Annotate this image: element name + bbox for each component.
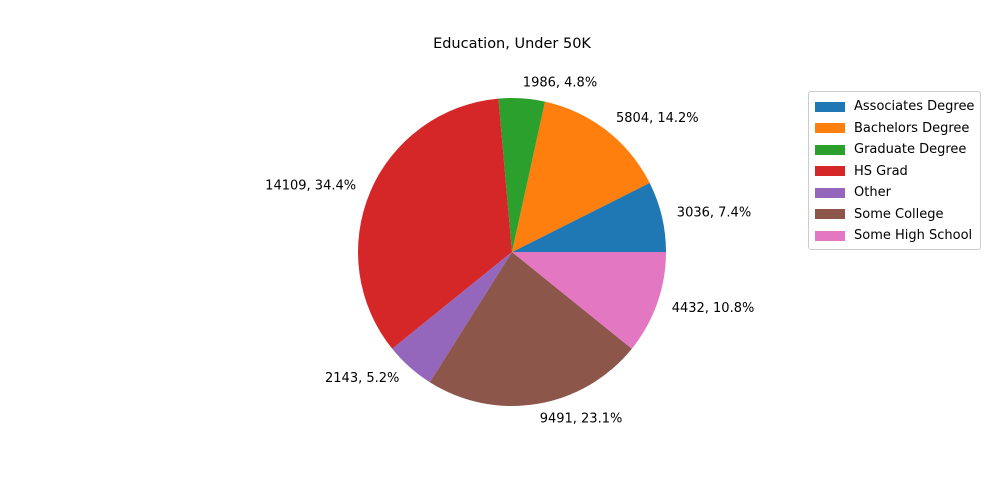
- pie-slice-other: [392, 252, 512, 383]
- legend-item: Some College: [815, 204, 974, 226]
- pie-slice-some-high-school: [512, 252, 666, 349]
- legend-label: Associates Degree: [854, 99, 975, 115]
- slice-label-hs-grad: 14109, 34.4%: [265, 178, 356, 193]
- legend-label: Some High School: [854, 228, 973, 244]
- legend-swatch: [815, 101, 845, 112]
- legend: Associates Degree Bachelors Degree Graduat…: [808, 91, 982, 250]
- slice-label-bachelors-degree: 5804, 14.2%: [616, 111, 699, 126]
- legend-swatch: [815, 187, 845, 198]
- legend-label: HS Grad: [854, 163, 908, 179]
- pie-slice-some-college: [429, 252, 632, 407]
- pie-slice-graduate-degree: [498, 98, 546, 252]
- slice-label-some-college: 9491, 23.1%: [540, 412, 623, 427]
- pie-slices: [358, 98, 666, 407]
- slice-labels: 3036, 7.4% 5804, 14.2% 1986, 4.8% 14109, 34…: [265, 75, 754, 426]
- chart-title: Education, Under 50K: [433, 36, 591, 52]
- legend-item: Associates Degree: [815, 96, 974, 118]
- legend-item: Other: [815, 182, 974, 204]
- slice-label-other: 2143, 5.2%: [325, 371, 399, 386]
- legend-swatch: [815, 209, 845, 220]
- legend-item: Some High School: [815, 225, 974, 247]
- legend-swatch: [815, 144, 845, 155]
- legend-swatch: [815, 166, 845, 177]
- legend-swatch: [815, 123, 845, 134]
- legend-swatch: [815, 230, 845, 241]
- slice-label-associates-degree: 3036, 7.4%: [677, 205, 751, 220]
- slice-label-some-high-school: 4432, 10.8%: [672, 301, 755, 316]
- legend-item: Bachelors Degree: [815, 118, 974, 140]
- slice-label-graduate-degree: 1986, 4.8%: [523, 75, 597, 90]
- legend-label: Graduate Degree: [854, 142, 967, 158]
- pie-slice-associates-degree: [512, 182, 666, 252]
- legend-label: Bachelors Degree: [854, 120, 970, 136]
- legend-label: Some College: [854, 206, 944, 222]
- legend-label: Other: [854, 185, 891, 201]
- pie-slice-hs-grad: [358, 98, 512, 349]
- pie-slice-bachelors-degree: [512, 101, 650, 252]
- legend-item: HS Grad: [815, 161, 974, 183]
- legend-item: Graduate Degree: [815, 139, 974, 161]
